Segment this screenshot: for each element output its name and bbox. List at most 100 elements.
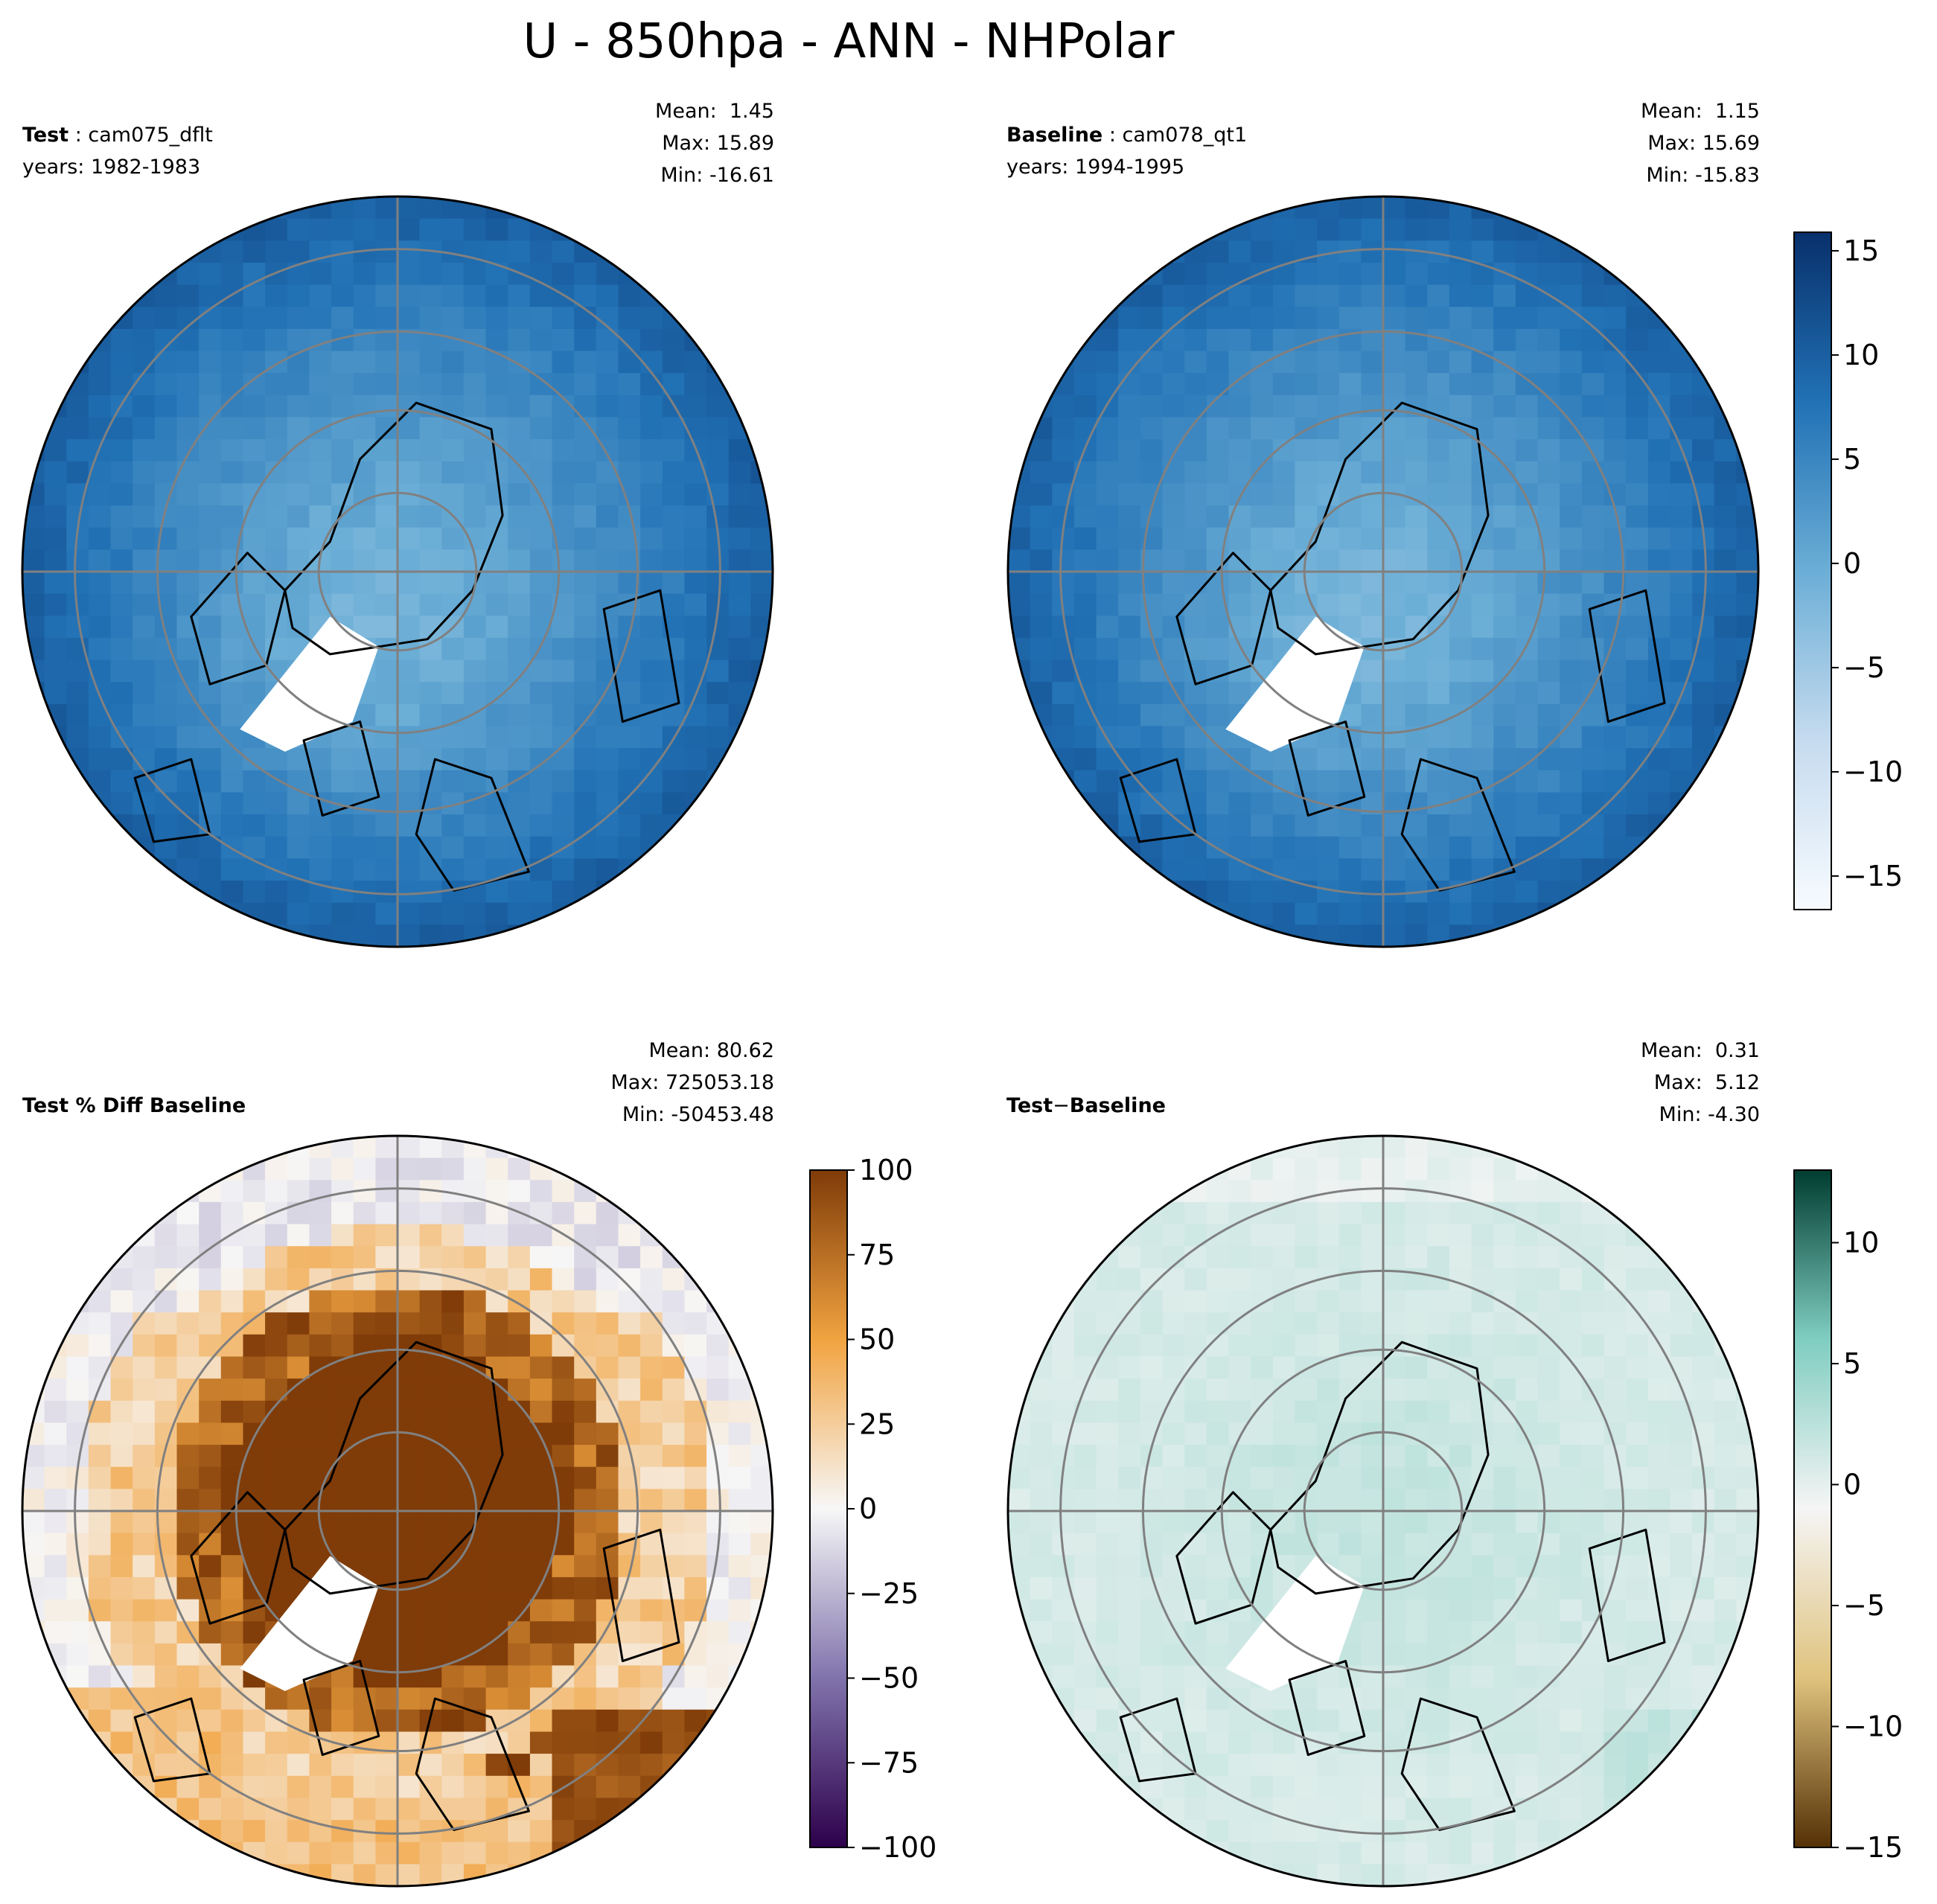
map-cell — [1493, 1312, 1516, 1335]
baseline-stats: Mean: 1.15 Max: 15.69 Min: -15.83 — [1641, 95, 1760, 192]
map-cell — [618, 1687, 641, 1710]
map-cell — [287, 417, 310, 440]
map-cell — [1383, 527, 1406, 551]
map-cell — [1560, 262, 1583, 286]
map-cell — [243, 483, 266, 506]
map-cell — [485, 1643, 508, 1667]
map-cell — [1471, 726, 1494, 749]
map-cell — [1537, 858, 1560, 881]
map-cell — [265, 1157, 288, 1181]
map-cell — [1317, 836, 1340, 860]
map-cell — [1206, 1400, 1230, 1424]
map-cell — [1338, 748, 1362, 771]
map-cell — [640, 1334, 663, 1358]
map-cell — [1560, 792, 1583, 815]
map-cell — [1449, 1136, 1472, 1159]
map-cell — [1493, 1820, 1516, 1843]
map-cell — [1251, 549, 1274, 572]
map-cell — [1338, 1687, 1362, 1710]
map-cell — [1383, 572, 1406, 595]
map-cell — [44, 1665, 67, 1688]
map-cell — [1670, 1312, 1693, 1335]
map-cell — [1096, 770, 1119, 793]
map-cell — [1118, 1576, 1141, 1600]
map-cell — [485, 1290, 508, 1313]
map-cell — [176, 703, 200, 727]
map-cell — [1073, 748, 1097, 771]
map-cell — [1626, 549, 1649, 572]
map-cell — [1338, 307, 1362, 330]
map-cell — [529, 307, 553, 330]
map-cell — [1427, 1576, 1450, 1600]
map-cell — [1626, 726, 1649, 749]
map-cell — [1515, 1422, 1539, 1445]
map-cell — [1581, 284, 1605, 307]
map-cell — [287, 505, 310, 528]
map-cell — [529, 1356, 553, 1379]
map-cell — [1073, 1400, 1097, 1424]
map-cell — [1184, 439, 1207, 462]
map-cell — [1317, 307, 1340, 330]
map-cell — [1030, 637, 1053, 661]
map-cell — [287, 902, 310, 926]
map-cell — [508, 1246, 531, 1269]
map-cell — [375, 240, 398, 263]
map-cell — [110, 394, 133, 418]
map-cell — [398, 770, 421, 793]
map-cell — [1361, 1312, 1384, 1335]
map-cell — [1361, 373, 1384, 396]
map-cell — [133, 1643, 156, 1667]
map-cell — [1140, 1312, 1164, 1335]
map-cell — [1383, 770, 1406, 793]
map-cell — [1493, 1643, 1516, 1667]
map-cell — [1295, 197, 1318, 220]
map-cell — [662, 1489, 686, 1512]
map-cell — [1427, 1754, 1450, 1777]
map-cell — [1515, 1820, 1539, 1843]
map-cell — [398, 616, 421, 639]
map-cell — [331, 1379, 354, 1402]
map-cell — [1140, 1599, 1164, 1622]
map-cell — [88, 1643, 112, 1667]
map-cell — [398, 439, 421, 462]
map-cell — [199, 351, 222, 374]
map-cell — [552, 240, 575, 263]
map-cell — [154, 1379, 178, 1402]
map-cell — [419, 593, 442, 616]
map-cell — [1471, 659, 1494, 683]
map-cell — [508, 726, 531, 749]
map-cell — [1515, 858, 1539, 881]
map-cell — [1626, 1489, 1649, 1512]
map-cell — [618, 1599, 641, 1622]
map-cell — [529, 1201, 553, 1225]
map-cell — [1692, 1445, 1715, 1468]
map-cell — [1493, 240, 1516, 263]
map-cell — [1073, 637, 1097, 661]
map-cell — [1449, 483, 1472, 506]
map-cell — [1140, 417, 1164, 440]
map-cell — [1471, 1665, 1494, 1688]
map-cell — [574, 351, 597, 374]
map-cell — [662, 461, 686, 485]
map-cell — [1515, 1400, 1539, 1424]
map-cell — [1383, 1555, 1406, 1578]
map-cell — [441, 1820, 465, 1843]
map-cell — [1096, 616, 1119, 639]
map-cell — [508, 814, 531, 837]
map-cell — [243, 792, 266, 815]
map-cell — [1228, 351, 1251, 374]
map-cell — [1184, 262, 1207, 286]
map-cell — [1295, 1422, 1318, 1445]
map-cell — [1537, 1511, 1560, 1534]
map-cell — [331, 439, 354, 462]
map-cell — [1581, 483, 1605, 506]
map-cell — [1295, 1841, 1318, 1865]
map-cell — [596, 703, 619, 727]
map-cell — [1560, 461, 1583, 485]
map-cell — [1140, 1334, 1164, 1358]
map-cell — [265, 439, 288, 462]
map-cell — [1626, 1422, 1649, 1445]
map-cell — [1073, 527, 1097, 551]
map-cell — [463, 505, 487, 528]
colorbar-tick-label: 0 — [1843, 547, 1861, 580]
